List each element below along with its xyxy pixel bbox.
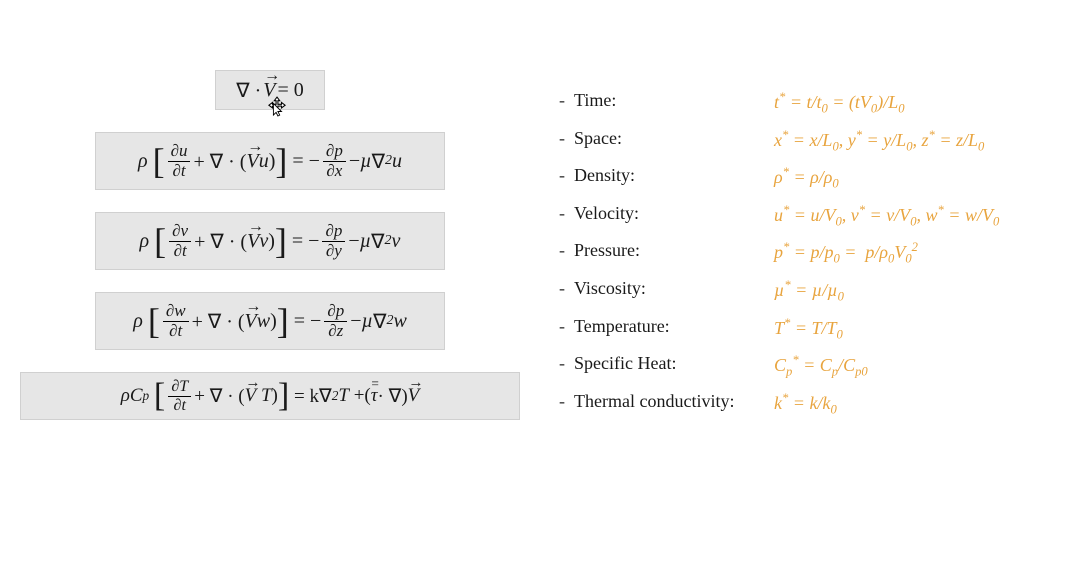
def-label: Specific Heat: (574, 353, 774, 374)
def-label: Space: (574, 128, 774, 149)
def-label: Thermal conductivity: (574, 391, 774, 412)
bullet-dash: - (550, 353, 574, 374)
energy-equation: ρCp [ ∂T∂t + ∇ · ( V→ T) ] = k∇2T +( τ ·… (20, 372, 520, 420)
def-viscosity: - Viscosity: µ* = µ/µ0 (550, 278, 1070, 305)
bullet-dash: - (550, 278, 574, 299)
def-formula: x* = x/L0, y* = y/L0, z* = z/L0 (774, 128, 984, 155)
def-label: Viscosity: (574, 278, 774, 299)
def-formula: u* = u/V0, v* = v/V0, w* = w/V0 (774, 203, 999, 230)
bullet-dash: - (550, 90, 574, 111)
momentum-y-equation: ρ [ ∂v∂t + ∇ · ( V→ v) ] = − ∂p∂y − µ ∇2… (95, 212, 445, 270)
def-label: Time: (574, 90, 774, 111)
def-formula: t* = t/t0 = (tV0)/L0 (774, 90, 905, 117)
def-density: - Density: ρ* = ρ/ρ0 (550, 165, 1070, 192)
def-specific-heat: - Specific Heat: Cp* = Cp/Cp0 (550, 353, 1070, 380)
def-time: - Time: t* = t/t0 = (tV0)/L0 (550, 90, 1070, 117)
bullet-dash: - (550, 316, 574, 337)
bullet-dash: - (550, 165, 574, 186)
bullet-dash: - (550, 128, 574, 149)
momentum-x-equation: ρ [ ∂u∂t + ∇ · ( V→ u) ] = − ∂p∂x − µ ∇2… (95, 132, 445, 190)
equations-column: ∇ · V→ = 0 ρ [ ∂u∂t + ∇ · ( V→ u) ] = − … (10, 70, 530, 442)
def-formula: µ* = µ/µ0 (774, 278, 844, 305)
bullet-dash: - (550, 203, 574, 224)
def-pressure: - Pressure: p* = p/p0 = p/ρ0V02 (550, 240, 1070, 267)
definitions-column: - Time: t* = t/t0 = (tV0)/L0 - Space: x*… (530, 70, 1070, 442)
def-formula: Cp* = Cp/Cp0 (774, 353, 868, 380)
def-formula: p* = p/p0 = p/ρ0V02 (774, 240, 918, 267)
def-velocity: - Velocity: u* = u/V0, v* = v/V0, w* = w… (550, 203, 1070, 230)
def-thermal-conductivity: - Thermal conductivity: k* = k/k0 (550, 391, 1070, 418)
slide-content: ∇ · V→ = 0 ρ [ ∂u∂t + ∇ · ( V→ u) ] = − … (0, 0, 1084, 452)
def-space: - Space: x* = x/L0, y* = y/L0, z* = z/L0 (550, 128, 1070, 155)
def-label: Density: (574, 165, 774, 186)
def-temperature: - Temperature: T* = T/T0 (550, 316, 1070, 343)
continuity-equation: ∇ · V→ = 0 (215, 70, 325, 110)
def-formula: T* = T/T0 (774, 316, 843, 343)
bullet-dash: - (550, 240, 574, 261)
momentum-z-equation: ρ [ ∂w∂t + ∇ · ( V→ w) ] = − ∂p∂z − µ ∇2… (95, 292, 445, 350)
def-formula: ρ* = ρ/ρ0 (774, 165, 839, 192)
def-label: Temperature: (574, 316, 774, 337)
def-label: Velocity: (574, 203, 774, 224)
def-formula: k* = k/k0 (774, 391, 837, 418)
def-label: Pressure: (574, 240, 774, 261)
bullet-dash: - (550, 391, 574, 412)
